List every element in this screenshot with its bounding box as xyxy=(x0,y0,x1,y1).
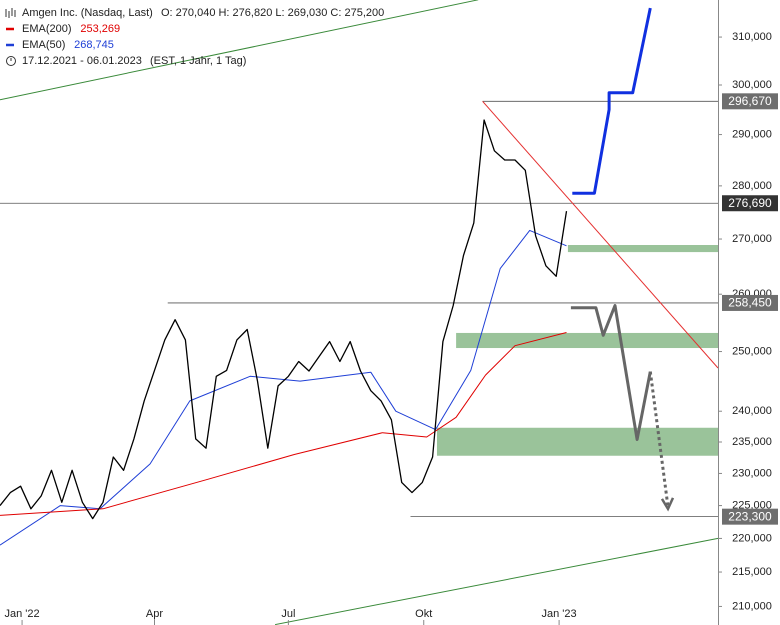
level-label-box xyxy=(722,294,778,311)
projection-path xyxy=(570,304,652,441)
y-tick-label: 215,000 xyxy=(732,566,772,578)
legend-value: 268,745 xyxy=(74,39,114,51)
y-tick-label: 310,000 xyxy=(732,31,772,43)
level-label: 258,450 xyxy=(728,296,772,310)
chart-title: Amgen Inc. (Nasdaq, Last) xyxy=(22,7,153,19)
x-tick-label: Okt xyxy=(415,608,432,620)
y-tick-label: 270,000 xyxy=(732,233,772,245)
x-tick-label: Jan '23 xyxy=(542,608,577,620)
period-note: (EST, 1 Jahr, 1 Tag) xyxy=(150,55,246,67)
y-tick-label: 280,000 xyxy=(732,180,772,192)
arrow-head xyxy=(660,497,675,512)
y-tick-label: 220,000 xyxy=(732,532,772,544)
plot-area xyxy=(0,0,719,625)
y-tick-label: 240,000 xyxy=(732,405,772,417)
trendline xyxy=(482,100,719,369)
clock-icon xyxy=(6,56,16,66)
x-tick-label: Jan '22 xyxy=(4,608,39,620)
y-tick-label: 230,000 xyxy=(732,467,772,479)
y-tick-label: 210,000 xyxy=(732,600,772,612)
support-zone xyxy=(567,244,718,253)
x-tick-label: Jul xyxy=(281,608,295,620)
level-label-box xyxy=(722,508,778,525)
price-line xyxy=(0,119,568,520)
y-tick-label: 235,000 xyxy=(732,436,772,448)
projection-path xyxy=(572,7,652,195)
x-tick-label: Apr xyxy=(146,608,163,620)
y-tick-label: 250,000 xyxy=(732,345,772,357)
ohlc-info: O: 270,040 H: 276,820 L: 269,030 C: 275,… xyxy=(161,7,384,19)
projection-path xyxy=(648,371,670,508)
ema-line xyxy=(0,229,567,546)
y-tick-label: 225,000 xyxy=(732,499,772,511)
chart-icon xyxy=(5,8,16,18)
level-label-box xyxy=(722,195,778,212)
y-tick-label: 300,000 xyxy=(732,79,772,91)
level-label: 223,300 xyxy=(728,509,772,523)
support-zone xyxy=(456,332,718,349)
y-tick-label: 290,000 xyxy=(732,128,772,140)
period: 17.12.2021 - 06.01.2023 xyxy=(22,55,142,67)
level-label-box xyxy=(722,93,778,110)
ema-line xyxy=(0,332,567,516)
level-label: 276,690 xyxy=(728,196,772,210)
level-label: 296,670 xyxy=(728,94,772,108)
legend-label: EMA(200) xyxy=(22,23,72,35)
trendline xyxy=(0,0,479,101)
support-zone xyxy=(436,427,718,456)
legend-value: 253,269 xyxy=(80,23,120,35)
trendline xyxy=(275,537,719,625)
legend-label: EMA(50) xyxy=(22,39,65,51)
header: Amgen Inc. (Nasdaq, Last) O: 270,040 H: … xyxy=(5,7,384,67)
